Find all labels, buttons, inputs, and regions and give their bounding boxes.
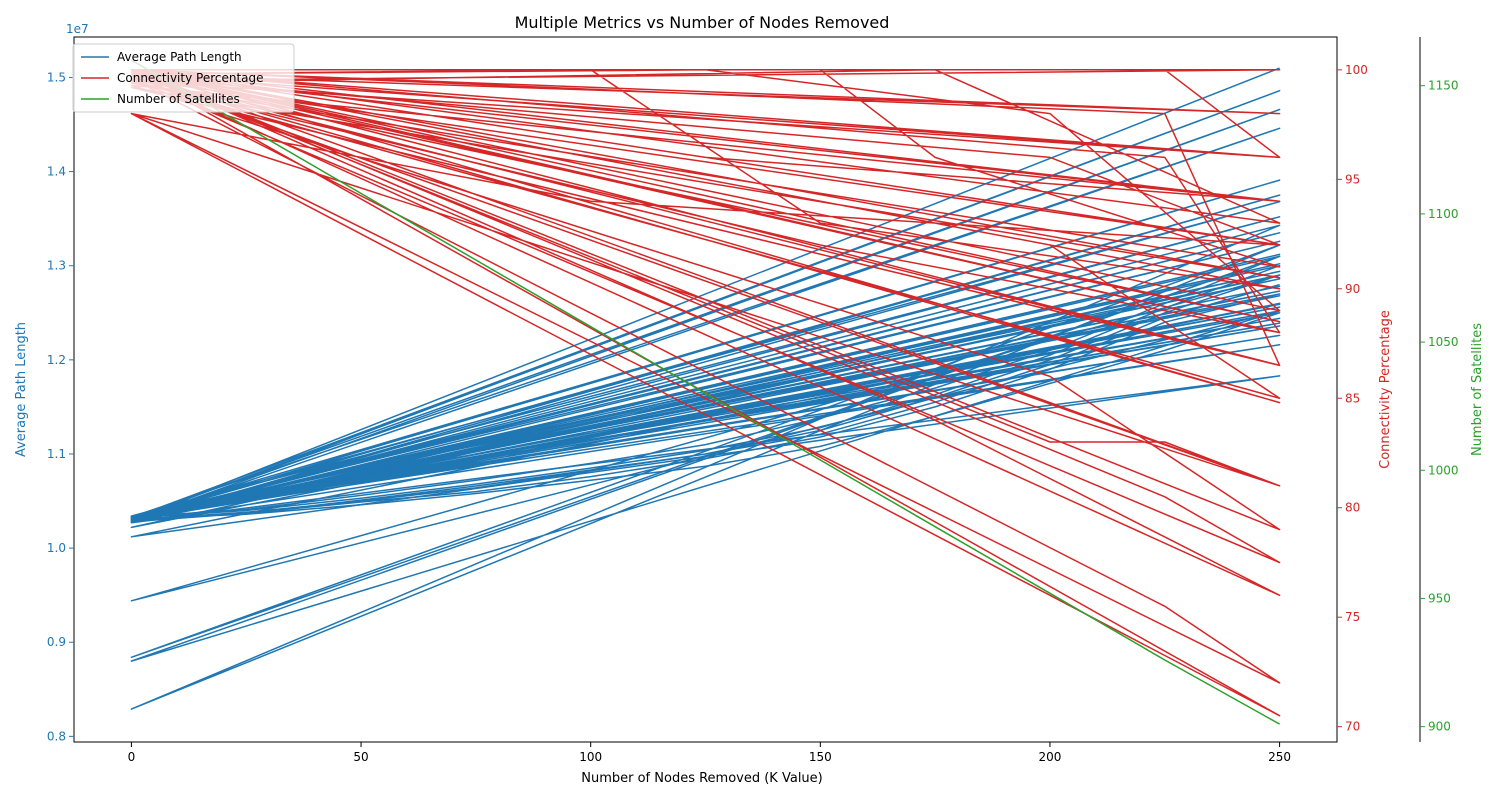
far-right-tick-label: 950 [1428,591,1451,605]
right-tick-label: 80 [1345,501,1360,515]
legend-label: Number of Satellites [117,92,240,106]
legend-label: Connectivity Percentage [117,71,264,85]
left-tick-label: 1.1 [47,447,66,461]
x-tick-label: 150 [809,750,832,764]
far-right-tick-label: 900 [1428,720,1451,734]
series-line-3 [131,59,1280,725]
legend-box [72,43,295,113]
x-tick-label: 250 [1268,750,1291,764]
right-tick-label: 75 [1345,610,1360,624]
axes: 0 50 100 150 200 250 0.8 0.9 1.0 1.1 1.2 1.3 1.4 1.5 1… [14,22,1485,764]
far-right-tick-label: 1100 [1428,207,1459,221]
x-tick-label: 50 [353,750,368,764]
right-tick-label: 95 [1345,172,1360,186]
series-line-0 [130,67,1281,710]
left-axis-offset: 1e7 [66,22,89,36]
far-right-tick-label: 1150 [1428,79,1459,93]
left-tick-label: 1.2 [47,353,66,367]
left-tick-label: 0.8 [47,729,66,743]
far-right-tick-label: 1000 [1428,463,1459,477]
series-line-2 [130,69,1281,717]
x-tick-label: 200 [1039,750,1062,764]
left-axis-label: Average Path Length [14,322,29,457]
series-line-1 [130,255,1281,523]
far-right-axis-label: Number of Satellites [1470,323,1485,456]
right-tick-label: 70 [1345,720,1360,734]
right-tick-label: 85 [1345,391,1360,405]
right-tick-label: 100 [1345,63,1368,77]
right-tick-label: 90 [1345,282,1360,296]
x-tick-label: 0 [128,750,136,764]
far-right-tick-label: 1050 [1428,335,1459,349]
x-tick-label: 100 [579,750,602,764]
right-axis-label: Connectivity Percentage [1378,310,1393,469]
left-tick-label: 1.4 [47,165,66,179]
left-tick-label: 1.0 [47,541,66,555]
plot-area [130,59,1281,725]
left-tick-label: 0.9 [47,635,66,649]
plot-frame [73,36,1338,743]
left-tick-label: 1.3 [47,259,66,273]
x-axis-label: Number of Nodes Removed (K Value) [581,771,823,786]
chart-title: Multiple Metrics vs Number of Nodes Remo… [515,13,890,32]
legend: Average Path Length Connectivity Percenta… [72,43,295,113]
legend-label: Average Path Length [117,50,242,64]
left-tick-label: 1.5 [47,70,66,84]
